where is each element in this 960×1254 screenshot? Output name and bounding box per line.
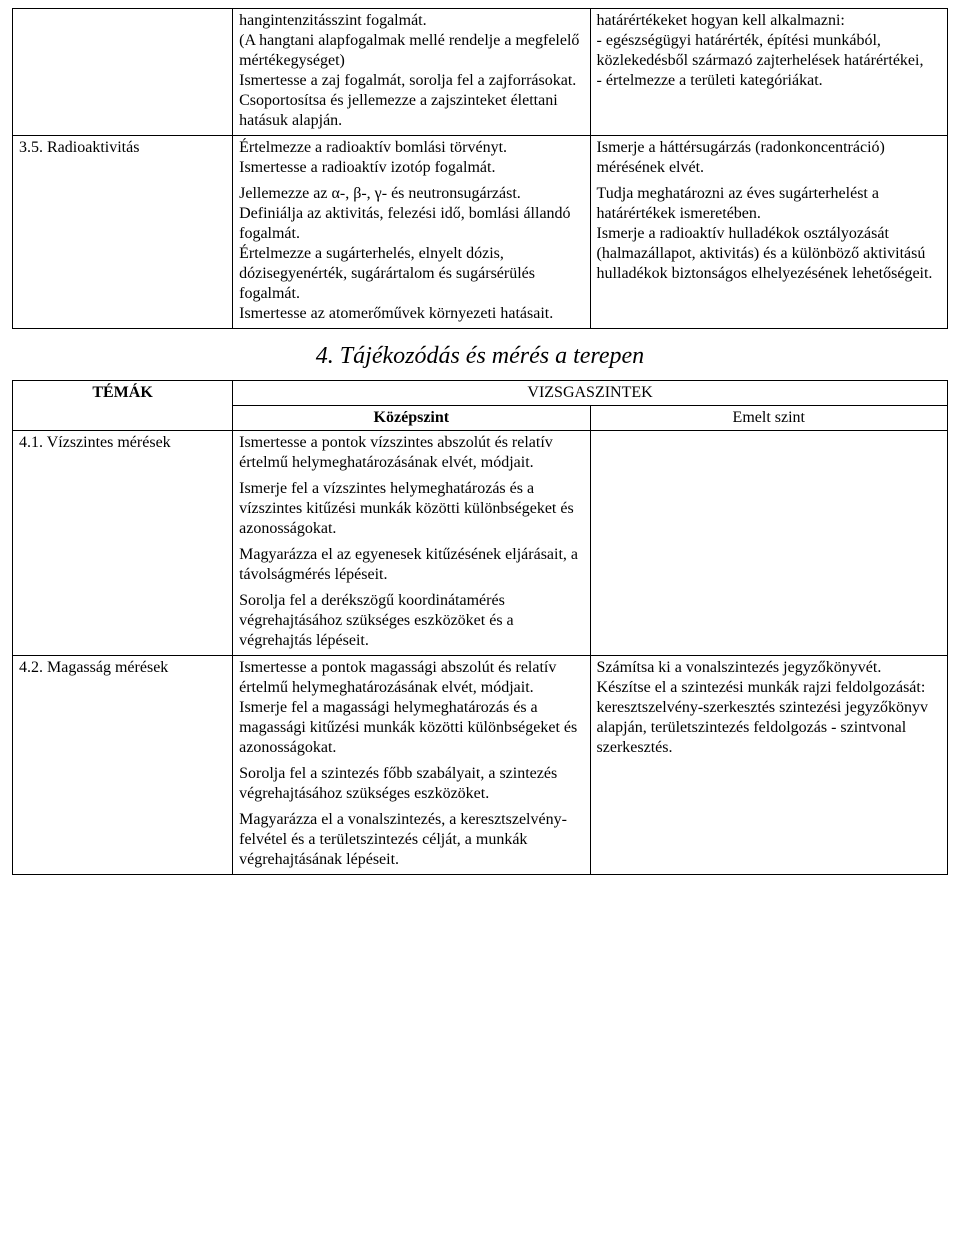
topic-cell: 4.1. Vízszintes mérések bbox=[13, 431, 233, 656]
header-topics: TÉMÁK bbox=[13, 381, 233, 431]
right-cell: határértékeket hogyan kell alkalmazni: -… bbox=[590, 9, 947, 136]
right-cell: Ismerje a háttérsugárzás (radonkoncentrá… bbox=[590, 136, 947, 329]
cell-text: Tudja meghatározni az éves sugárterhelés… bbox=[597, 184, 941, 284]
topic-label: 3.5. Radioaktivitás bbox=[19, 139, 139, 156]
cell-text: Magyarázza el a vonalszintezés, a keresz… bbox=[239, 810, 583, 870]
cell-text: Ismertesse a pontok vízszintes abszolút … bbox=[239, 433, 583, 473]
header-levels: VIZSGASZINTEK bbox=[233, 381, 948, 406]
topic-label: 4.2. Magasság mérések bbox=[19, 659, 168, 676]
right-cell: Számítsa ki a vonalszintezés jegyzőkönyv… bbox=[590, 656, 947, 875]
table-row: hangintenzitásszint fogalmát. (A hangtan… bbox=[13, 9, 948, 136]
topic-cell: 3.5. Radioaktivitás bbox=[13, 136, 233, 329]
cell-text: Sorolja fel a szintezés főbb szabályait,… bbox=[239, 764, 583, 804]
cell-text: Sorolja fel a derékszögű koordinátamérés… bbox=[239, 591, 583, 651]
cell-text: hangintenzitásszint fogalmát. (A hangtan… bbox=[239, 11, 583, 131]
right-cell bbox=[590, 431, 947, 656]
mid-cell: hangintenzitásszint fogalmát. (A hangtan… bbox=[233, 9, 590, 136]
requirements-table-2: TÉMÁK VIZSGASZINTEK Középszint Emelt szi… bbox=[12, 380, 948, 875]
table-row: 3.5. Radioaktivitás Értelmezze a radioak… bbox=[13, 136, 948, 329]
topic-cell: 4.2. Magasság mérések bbox=[13, 656, 233, 875]
cell-text: Számítsa ki a vonalszintezés jegyzőkönyv… bbox=[597, 658, 941, 758]
cell-text: Ismerje a háttérsugárzás (radonkoncentrá… bbox=[597, 138, 941, 178]
header-right: Emelt szint bbox=[590, 406, 947, 431]
cell-text: Ismertesse a pontok magassági abszolút é… bbox=[239, 658, 583, 758]
cell-text: Jellemezze az α-, β-, γ- és neutronsugár… bbox=[239, 184, 583, 324]
section-title: 4. Tájékozódás és mérés a terepen bbox=[12, 343, 948, 370]
cell-text: Értelmezze a radioaktív bomlási törvényt… bbox=[239, 138, 583, 178]
topic-cell bbox=[13, 9, 233, 136]
table-header-row: TÉMÁK VIZSGASZINTEK bbox=[13, 381, 948, 406]
cell-text: Ismerje fel a vízszintes helymeghatározá… bbox=[239, 479, 583, 539]
cell-text: határértékeket hogyan kell alkalmazni: -… bbox=[597, 11, 941, 91]
requirements-table-1: hangintenzitásszint fogalmát. (A hangtan… bbox=[12, 8, 948, 329]
mid-cell: Ismertesse a pontok vízszintes abszolút … bbox=[233, 431, 590, 656]
topic-label: 4.1. Vízszintes mérések bbox=[19, 434, 171, 451]
mid-cell: Értelmezze a radioaktív bomlási törvényt… bbox=[233, 136, 590, 329]
table-row: 4.1. Vízszintes mérések Ismertesse a pon… bbox=[13, 431, 948, 656]
table-row: 4.2. Magasság mérések Ismertesse a ponto… bbox=[13, 656, 948, 875]
header-mid: Középszint bbox=[233, 406, 590, 431]
cell-text: Magyarázza el az egyenesek kitűzésének e… bbox=[239, 545, 583, 585]
mid-cell: Ismertesse a pontok magassági abszolút é… bbox=[233, 656, 590, 875]
